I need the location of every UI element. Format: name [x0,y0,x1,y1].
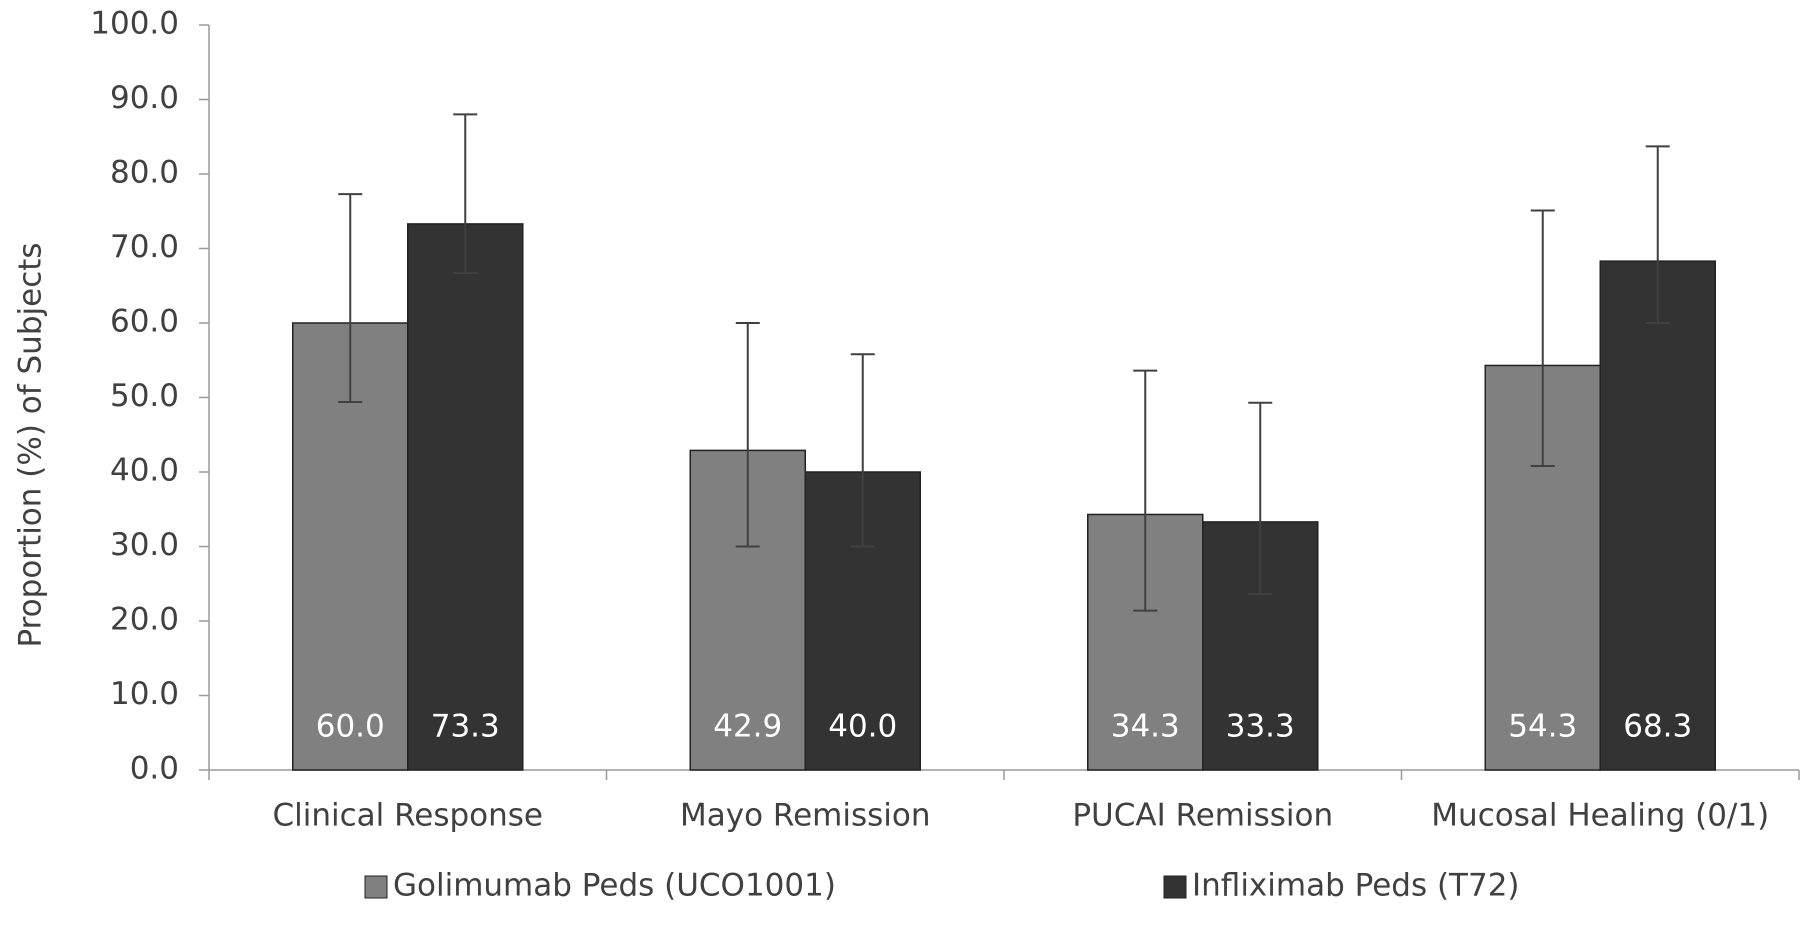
y-tick-label: 30.0 [110,527,179,563]
value-label: 40.0 [828,709,897,745]
legend-label: Golimumab Peds (UCO1001) [393,868,836,904]
x-tick-label: PUCAI Remission [1072,798,1333,834]
y-tick-label: 100.0 [90,6,179,42]
y-tick-label: 20.0 [110,602,179,638]
value-label: 42.9 [713,709,782,745]
y-tick-label: 0.0 [130,751,179,787]
value-label: 33.3 [1226,709,1295,745]
y-tick-label: 70.0 [110,229,179,265]
bar [1599,260,1716,771]
legend-label: Infliximab Peds (T72) [1192,868,1520,904]
legend-swatch [364,875,388,899]
value-label: 60.0 [316,709,385,745]
value-label: 54.3 [1508,709,1577,745]
bar [407,223,524,771]
value-label: 34.3 [1111,709,1180,745]
x-tick-label: Mayo Remission [680,798,930,834]
y-axis-title: Proportion (%) of Subjects [13,242,49,647]
y-tick-label: 50.0 [110,378,179,414]
value-label: 68.3 [1623,709,1692,745]
x-tick-label: Mucosal Healing (0/1) [1431,798,1769,834]
value-label: 73.3 [431,709,500,745]
y-tick-label: 10.0 [110,676,179,712]
x-tick-label: Clinical Response [272,798,543,834]
y-tick-label: 90.0 [110,80,179,116]
legend-swatch [1163,875,1187,899]
y-tick-label: 40.0 [110,453,179,489]
y-tick-label: 80.0 [110,155,179,191]
y-tick-label: 60.0 [110,304,179,340]
